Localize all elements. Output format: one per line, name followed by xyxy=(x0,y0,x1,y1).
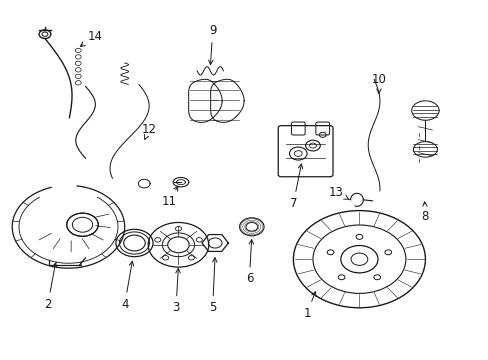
Circle shape xyxy=(67,213,98,236)
Text: 11: 11 xyxy=(161,186,178,208)
Text: 4: 4 xyxy=(121,261,134,311)
Text: 14: 14 xyxy=(80,30,102,46)
Text: 5: 5 xyxy=(208,258,217,314)
Text: 10: 10 xyxy=(371,73,386,93)
Text: 3: 3 xyxy=(172,269,180,314)
Text: 1: 1 xyxy=(303,292,315,320)
Text: 13: 13 xyxy=(328,186,348,199)
Text: 8: 8 xyxy=(421,202,428,222)
Text: 12: 12 xyxy=(142,123,156,139)
Text: 6: 6 xyxy=(245,240,253,285)
Text: 7: 7 xyxy=(289,164,302,210)
Text: 9: 9 xyxy=(208,24,216,64)
Text: 2: 2 xyxy=(44,263,57,311)
